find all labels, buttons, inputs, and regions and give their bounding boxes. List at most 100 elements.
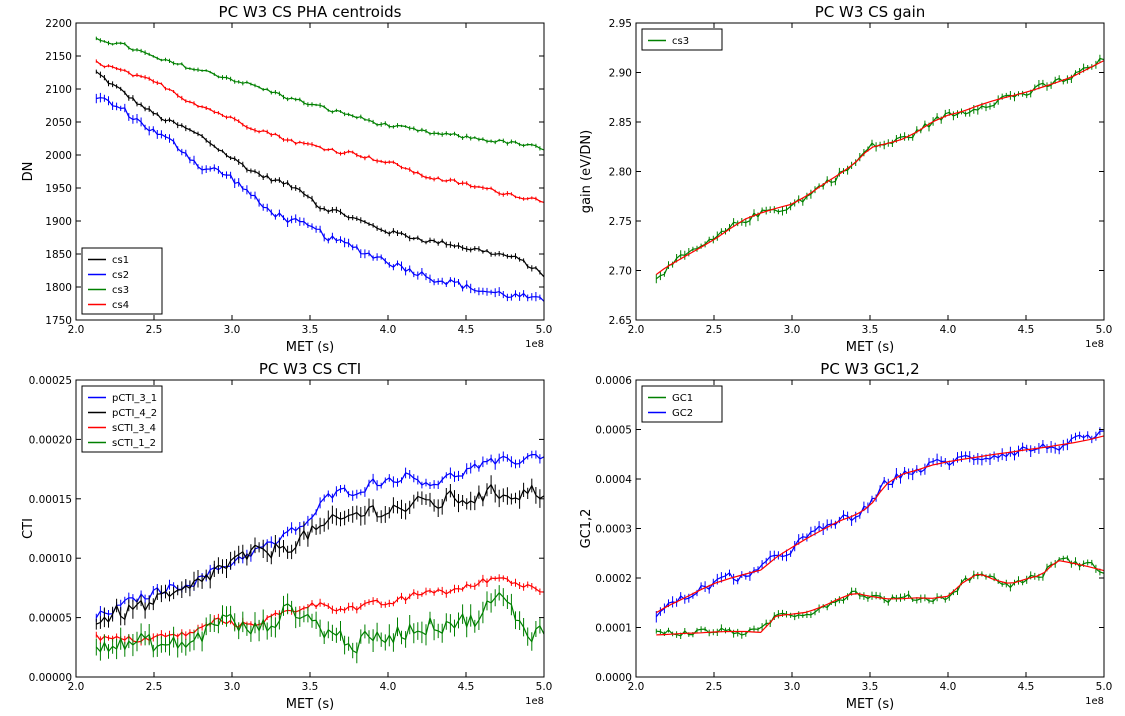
x-tick-label: 2.5 <box>706 681 723 693</box>
y-tick-label: 0.00005 <box>29 613 72 625</box>
series-line-cs2 <box>96 97 544 302</box>
x-tick-label: 5.0 <box>536 324 553 336</box>
series-line-cs3 <box>96 37 544 151</box>
legend: cs1 cs2 cs3 cs4 <box>81 247 163 315</box>
y-tick-label: 0.00020 <box>29 434 72 446</box>
series-line-sCTI_1_2 <box>95 591 544 654</box>
x-tick-label: 4.5 <box>1018 324 1035 336</box>
y-tick-label: 2100 <box>45 84 72 96</box>
series-line-pCTI_3_1 <box>95 454 544 619</box>
legend-box <box>641 28 723 51</box>
y-tick-label: 0.00025 <box>29 375 72 387</box>
x-multiplier-label: 1e8 <box>525 339 544 350</box>
y-tick-label: 2.95 <box>609 18 632 30</box>
series-line-GC2 <box>655 430 1104 618</box>
fit-line <box>656 559 1104 636</box>
error-bars-GC1 <box>655 555 1104 639</box>
legend-label: cs1 <box>112 255 129 266</box>
x-tick-label: 3.5 <box>302 681 319 693</box>
error-bars-cs2 <box>95 92 544 306</box>
legend-label: sCTI_3_4 <box>112 423 156 434</box>
x-tick-label: 4.5 <box>458 681 475 693</box>
plot-area <box>655 425 1104 639</box>
chart-panel-4: PC W3 GC1,2 2.0 2.5 3.0 3.5 4.0 4.5 5.0 1e8 0.000… <box>579 360 1112 712</box>
y-tick-label: 2.80 <box>609 167 632 179</box>
x-multiplier-label: 1e8 <box>525 696 544 707</box>
y-tick-label: 1950 <box>45 183 72 195</box>
y-tick-label: 0.0006 <box>595 375 632 387</box>
x-tick-label: 5.0 <box>1096 681 1113 693</box>
legend-label: cs3 <box>112 285 129 296</box>
legend: cs3 <box>641 28 723 51</box>
y-tick-label: 2.75 <box>609 216 632 228</box>
y-axis-label: CTI <box>21 518 36 539</box>
chart-panel-2: PC W3 CS gain 2.0 2.5 3.0 3.5 4.0 4.5 5.0 1e8 2.6… <box>579 3 1112 355</box>
x-tick-label: 4.0 <box>380 324 397 336</box>
series-line-sCTI_3_4 <box>95 577 544 643</box>
y-tick-label: 1850 <box>45 249 72 261</box>
y-tick-label: 1750 <box>45 315 72 327</box>
legend-label: GC1 <box>672 393 693 404</box>
chart-panel-3: PC W3 CS CTI 2.0 2.5 3.0 3.5 4.0 4.5 5.0 1e8 0.00… <box>21 360 552 712</box>
x-tick-label: 3.5 <box>302 324 319 336</box>
y-tick-label: 0.0003 <box>595 524 632 536</box>
x-tick-label: 3.5 <box>862 681 879 693</box>
y-axis-label: DN <box>21 162 36 182</box>
x-tick-label: 5.0 <box>536 681 553 693</box>
legend-label: cs2 <box>112 270 129 281</box>
x-tick-label: 4.5 <box>1018 681 1035 693</box>
y-tick-label: 2.65 <box>609 315 632 327</box>
error-bars-cs4 <box>95 59 544 205</box>
x-tick-label: 2.0 <box>628 324 645 336</box>
x-tick-label: 2.0 <box>628 681 645 693</box>
x-tick-label: 3.0 <box>224 681 241 693</box>
series-line-cs1 <box>95 71 544 278</box>
legend-label: cs3 <box>672 36 689 47</box>
y-tick-label: 2150 <box>45 51 72 63</box>
plot-area <box>95 450 544 664</box>
y-tick-label: 2.85 <box>609 117 632 129</box>
y-axis-label: gain (eV/DN) <box>579 130 594 213</box>
x-tick-label: 3.5 <box>862 324 879 336</box>
x-tick-label: 5.0 <box>1096 324 1113 336</box>
fit-line <box>655 435 1104 614</box>
legend: pCTI_3_1 pCTI_4_2 sCTI_3_4 sCTI_1_2 <box>81 385 163 453</box>
axes-frame <box>635 22 1105 321</box>
y-tick-label: 0.00000 <box>29 672 72 684</box>
x-tick-label: 2.5 <box>146 324 163 336</box>
chart-title: PC W3 CS PHA centroids <box>219 3 402 21</box>
chart-panel-1: PC W3 CS PHA centroids 2.0 2.5 3.0 3.5 4.0 4.5… <box>21 3 552 355</box>
series-line-pCTI_4_2 <box>96 483 544 625</box>
y-tick-label: 2200 <box>45 18 72 30</box>
x-multiplier-label: 1e8 <box>1085 339 1104 350</box>
y-tick-label: 0.0002 <box>595 573 632 585</box>
y-tick-label: 0.00010 <box>29 553 72 565</box>
y-tick-label: 0.00015 <box>29 494 72 506</box>
x-tick-label: 4.0 <box>940 681 957 693</box>
x-tick-label: 2.0 <box>68 324 85 336</box>
x-tick-label: 2.5 <box>146 681 163 693</box>
y-tick-label: 2.90 <box>609 68 632 80</box>
series-line-cs3 <box>655 57 1104 280</box>
plot-area <box>95 36 544 306</box>
fit-line <box>655 60 1104 275</box>
y-tick-label: 1900 <box>45 216 72 228</box>
chart-title: PC W3 CS CTI <box>259 360 361 378</box>
legend-label: sCTI_1_2 <box>112 438 156 449</box>
y-axis-label: GC1,2 <box>579 509 594 549</box>
error-bars-pCTI_3_1 <box>95 450 544 622</box>
x-tick-label: 3.0 <box>224 324 241 336</box>
legend-label: pCTI_3_1 <box>112 393 157 404</box>
x-tick-label: 4.5 <box>458 324 475 336</box>
x-tick-label: 4.0 <box>380 681 397 693</box>
x-multiplier-label: 1e8 <box>1085 696 1104 707</box>
y-tick-label: 1800 <box>45 282 72 294</box>
x-tick-label: 3.0 <box>784 681 801 693</box>
y-tick-label: 2050 <box>45 117 72 129</box>
plot-area <box>655 54 1104 284</box>
x-tick-label: 4.0 <box>940 324 957 336</box>
x-tick-label: 3.0 <box>784 324 801 336</box>
legend-label: cs4 <box>112 300 129 311</box>
legend-label: pCTI_4_2 <box>112 408 157 419</box>
